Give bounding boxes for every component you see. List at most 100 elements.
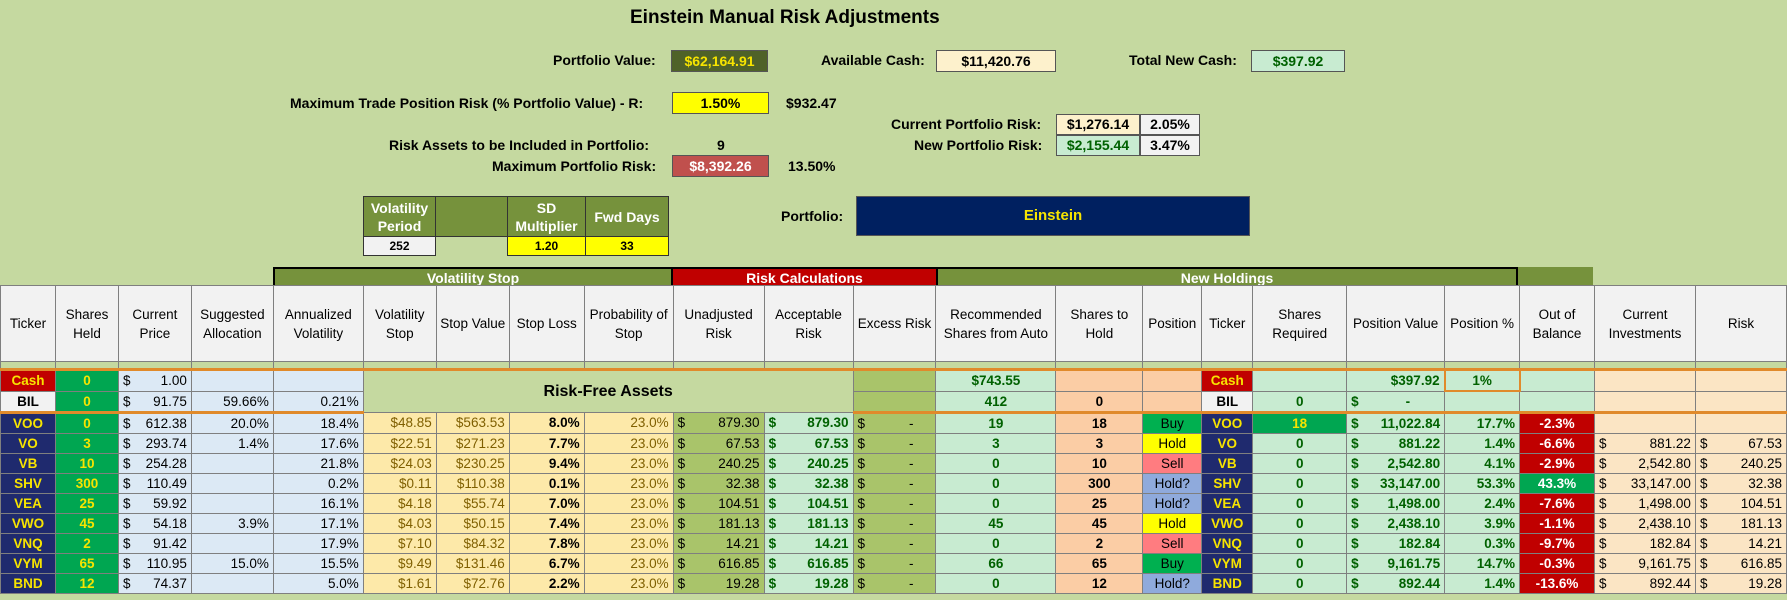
position-pct-cell: 14.7% bbox=[1444, 552, 1521, 574]
cash-shares[interactable]: 0 bbox=[54, 369, 119, 392]
fwd-days-input[interactable]: 33 bbox=[585, 236, 669, 256]
position-value-cell-value: 892.44 bbox=[1398, 575, 1441, 591]
ticker-cell[interactable]: VNQ bbox=[0, 532, 56, 554]
ticker-cell[interactable]: VWO bbox=[0, 512, 56, 534]
max-portfolio-risk-value: $8,392.26 bbox=[672, 155, 769, 177]
shares-held-cell[interactable]: 25 bbox=[54, 492, 119, 514]
position-pct-cell: 4.1% bbox=[1444, 452, 1521, 474]
position-pct-cell: 0.3% bbox=[1444, 532, 1521, 554]
suggested-allocation-cell[interactable] bbox=[190, 532, 274, 554]
shares-to-hold-cell[interactable]: 12 bbox=[1055, 572, 1144, 594]
table-row: VNQ 2 $91.42 17.9% $7.10 $84.32 7.8% 23.0% $14.2… bbox=[0, 532, 1787, 554]
shares-to-hold-cell[interactable]: 3 bbox=[1055, 432, 1144, 454]
probability-cell: 23.0% bbox=[583, 452, 674, 474]
shares-required-cell: 0 bbox=[1252, 512, 1348, 534]
acceptable-risk-cell: $14.21 bbox=[763, 532, 854, 554]
shares-held-cell[interactable]: 2 bbox=[54, 532, 119, 554]
shares-held-cell[interactable]: 12 bbox=[54, 572, 119, 594]
risk-cell: $67.53 bbox=[1694, 432, 1787, 454]
dollar-sign: $ bbox=[1599, 555, 1607, 571]
dollar-sign: $ bbox=[122, 495, 131, 511]
risk-free-assets-label: Risk-Free Assets bbox=[362, 369, 854, 413]
shares-to-hold-cell[interactable]: 10 bbox=[1055, 452, 1144, 474]
acceptable-risk-cell-value: 240.25 bbox=[807, 455, 849, 471]
portfolio-selector[interactable]: Einstein bbox=[856, 196, 1250, 236]
excess-risk-cell: $ - bbox=[852, 411, 937, 434]
suggested-allocation-cell[interactable] bbox=[190, 492, 274, 514]
unadjusted-risk-cell-value: 14.21 bbox=[725, 535, 760, 551]
suggested-allocation-cell[interactable]: 15.0% bbox=[190, 552, 274, 574]
bil-pos bbox=[1142, 390, 1203, 414]
risk-free-assets-text: Risk-Free Assets bbox=[543, 382, 673, 400]
sd-mult-header: SD Multiplier bbox=[507, 196, 586, 237]
bil-ticker[interactable]: BIL bbox=[0, 390, 56, 414]
shares-held-cell[interactable]: 65 bbox=[54, 552, 119, 574]
suggested-allocation-cell[interactable]: 20.0% bbox=[190, 411, 274, 434]
cash-req bbox=[1252, 369, 1348, 392]
ticker-cell-2: BND bbox=[1201, 572, 1254, 594]
shares-to-hold-cell[interactable]: 25 bbox=[1055, 492, 1144, 514]
position-value-cell-value: 11,022.84 bbox=[1380, 415, 1441, 431]
suggested-allocation-cell[interactable]: 1.4% bbox=[190, 432, 274, 454]
suggested-allocation-cell[interactable] bbox=[190, 572, 274, 594]
max-trade-risk-pct[interactable]: 1.50% bbox=[672, 92, 769, 114]
current-price-cell-value: 74.37 bbox=[153, 575, 187, 591]
dollar-sign: $ bbox=[1699, 475, 1708, 491]
dollar-sign: $ bbox=[1699, 575, 1708, 591]
bil-pospct bbox=[1444, 390, 1521, 414]
cash-ticker[interactable]: Cash bbox=[0, 369, 56, 392]
ticker-cell[interactable]: VOO bbox=[0, 411, 56, 434]
ticker-cell[interactable]: VO bbox=[0, 432, 56, 454]
shares-held-cell[interactable]: 3 bbox=[54, 432, 119, 454]
shares-held-cell[interactable]: 45 bbox=[54, 512, 119, 534]
position-cell: Sell bbox=[1142, 532, 1203, 554]
acceptable-risk-cell: $104.51 bbox=[763, 492, 854, 514]
shares-required-cell: 0 bbox=[1252, 472, 1348, 494]
ticker-cell[interactable]: VYM bbox=[0, 552, 56, 574]
current-price-cell: $59.92 bbox=[117, 492, 192, 514]
vol-period-input[interactable]: 252 bbox=[363, 236, 436, 256]
shares-to-hold-cell[interactable]: 300 bbox=[1055, 472, 1144, 494]
ticker-cell[interactable]: VEA bbox=[0, 492, 56, 514]
column-header: Acceptable Risk bbox=[763, 285, 854, 362]
available-cash: $11,420.76 bbox=[936, 50, 1056, 72]
recommended-shares-cell: 45 bbox=[935, 512, 1057, 534]
risk-cell-value: 240.25 bbox=[1740, 455, 1782, 471]
cash-alloc[interactable] bbox=[190, 369, 274, 392]
bil-shares[interactable]: 0 bbox=[54, 390, 119, 414]
column-header: Volatility Stop bbox=[362, 285, 437, 362]
current-price-cell: $54.18 bbox=[117, 512, 192, 534]
shares-to-hold-cell[interactable]: 2 bbox=[1055, 532, 1144, 554]
shares-to-hold-cell[interactable]: 45 bbox=[1055, 512, 1144, 534]
bil-rec: 412 bbox=[935, 390, 1057, 414]
current-investments-cell: $881.22 bbox=[1594, 432, 1696, 454]
ticker-cell[interactable]: SHV bbox=[0, 472, 56, 494]
shares-held-cell[interactable]: 300 bbox=[54, 472, 119, 494]
acceptable-risk-cell: $879.30 bbox=[763, 411, 854, 434]
dollar-sign: $ bbox=[857, 435, 866, 451]
suggested-allocation-cell[interactable] bbox=[190, 452, 274, 474]
total-new-cash-label: Total New Cash: bbox=[1129, 52, 1237, 68]
shares-to-hold-cell[interactable]: 65 bbox=[1055, 552, 1144, 574]
params-blank-header bbox=[435, 196, 508, 237]
dollar-sign: $ bbox=[768, 575, 777, 591]
shares-held-cell[interactable]: 0 bbox=[54, 411, 119, 434]
dollar-sign: $ bbox=[1599, 475, 1607, 491]
shares-to-hold-cell[interactable]: 18 bbox=[1055, 411, 1144, 434]
excess-risk-cell-value: - bbox=[908, 415, 914, 431]
stop-loss-cell: 7.7% bbox=[508, 432, 585, 454]
excess-risk-cell-value: - bbox=[908, 575, 914, 591]
column-header: Out of Balance bbox=[1519, 285, 1595, 362]
bil-alloc[interactable]: 59.66% bbox=[190, 390, 274, 414]
volatility-stop-cell: $48.85 bbox=[362, 411, 437, 434]
acceptable-risk-cell-value: 879.30 bbox=[807, 415, 849, 430]
unadjusted-risk-cell-value: 240.25 bbox=[718, 455, 760, 471]
sd-mult-input[interactable]: 1.20 bbox=[507, 236, 586, 256]
suggested-allocation-cell[interactable] bbox=[190, 472, 274, 494]
recommended-shares-cell: 0 bbox=[935, 492, 1057, 514]
ticker-cell[interactable]: BND bbox=[0, 572, 56, 594]
suggested-allocation-cell[interactable]: 3.9% bbox=[190, 512, 274, 534]
shares-held-cell[interactable]: 10 bbox=[54, 452, 119, 474]
ticker-cell[interactable]: VB bbox=[0, 452, 56, 474]
band-volatility-stop: Volatility Stop bbox=[273, 267, 673, 286]
